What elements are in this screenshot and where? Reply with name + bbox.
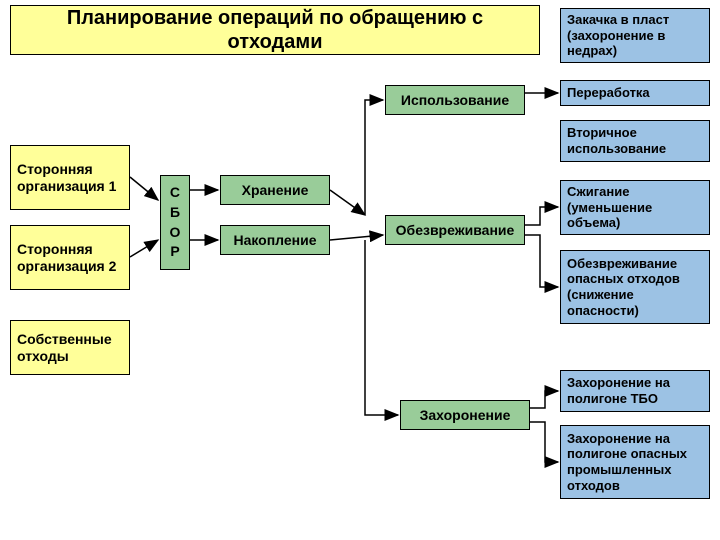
storage-label: Хранение — [242, 182, 309, 199]
node-use: Использование — [385, 85, 525, 115]
own-label: Собственные отходы — [17, 331, 123, 365]
recycle-label: Переработка — [567, 85, 650, 101]
neutral-label: Обезвреживание — [396, 222, 515, 239]
node-tbo: Захоронение на полигоне ТБО — [560, 370, 710, 412]
node-burial: Захоронение — [400, 400, 530, 430]
accum-label: Накопление — [233, 232, 316, 249]
node-hazard-detox: Обезвреживание опасных отходов (снижение… — [560, 250, 710, 324]
reuse-label: Вторичное использование — [567, 125, 703, 156]
org1-label: Сторонняя организация 1 — [17, 161, 123, 195]
node-burn: Сжигание (уменьшение объема) — [560, 180, 710, 235]
burn-label: Сжигание (уменьшение объема) — [567, 184, 703, 231]
org2-label: Сторонняя организация 2 — [17, 241, 123, 275]
sbor-label: С Б О Р — [170, 183, 181, 261]
node-recycle: Переработка — [560, 80, 710, 106]
node-storage: Хранение — [220, 175, 330, 205]
hazbur-label: Захоронение на полигоне опасных промышле… — [567, 431, 703, 493]
node-org2: Сторонняя организация 2 — [10, 225, 130, 290]
node-neutralize: Обезвреживание — [385, 215, 525, 245]
node-accumulation: Накопление — [220, 225, 330, 255]
burial-label: Захоронение — [420, 407, 511, 424]
title-text: Планирование операций по обращению с отх… — [17, 6, 533, 54]
node-org1: Сторонняя организация 1 — [10, 145, 130, 210]
use-label: Использование — [401, 92, 509, 109]
node-own-waste: Собственные отходы — [10, 320, 130, 375]
diagram-title: Планирование операций по обращению с отх… — [10, 5, 540, 55]
hazdet-label: Обезвреживание опасных отходов (снижение… — [567, 256, 703, 318]
node-hazard-burial: Захоронение на полигоне опасных промышле… — [560, 425, 710, 499]
node-sbor: С Б О Р — [160, 175, 190, 270]
tbo-label: Захоронение на полигоне ТБО — [567, 375, 703, 406]
node-reuse: Вторичное использование — [560, 120, 710, 162]
node-injection: Закачка в пласт (захоронение в недрах) — [560, 8, 710, 63]
injection-label: Закачка в пласт (захоронение в недрах) — [567, 12, 703, 59]
